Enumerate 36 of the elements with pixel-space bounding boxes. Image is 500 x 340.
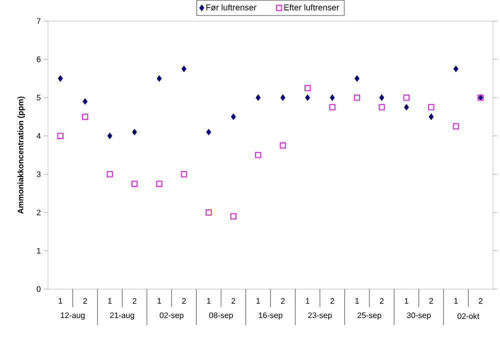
point bbox=[182, 66, 186, 72]
point bbox=[378, 104, 385, 110]
point bbox=[206, 209, 212, 216]
point bbox=[329, 104, 336, 110]
point bbox=[82, 114, 88, 120]
point bbox=[231, 114, 236, 120]
point bbox=[280, 142, 286, 149]
point bbox=[330, 94, 335, 101]
point bbox=[156, 75, 162, 82]
point bbox=[132, 129, 137, 136]
point bbox=[255, 152, 262, 158]
point bbox=[230, 213, 236, 220]
legend-label: Før luftrenser bbox=[206, 4, 256, 10]
point bbox=[156, 180, 162, 187]
point bbox=[305, 94, 310, 101]
point bbox=[206, 129, 212, 136]
point bbox=[354, 75, 360, 82]
point bbox=[57, 132, 64, 139]
point bbox=[454, 66, 458, 72]
point bbox=[106, 171, 113, 178]
point bbox=[131, 180, 138, 187]
point bbox=[304, 84, 311, 92]
point bbox=[379, 94, 384, 101]
point bbox=[428, 104, 434, 110]
point bbox=[354, 94, 360, 101]
point bbox=[82, 98, 88, 104]
point bbox=[404, 104, 409, 110]
point bbox=[403, 94, 410, 101]
point bbox=[280, 94, 286, 101]
point bbox=[452, 123, 459, 130]
point bbox=[428, 114, 434, 120]
point bbox=[58, 75, 63, 82]
point bbox=[107, 132, 112, 139]
point bbox=[256, 94, 261, 101]
legend-label: Efter luftrenser bbox=[284, 4, 340, 10]
point bbox=[180, 171, 188, 178]
